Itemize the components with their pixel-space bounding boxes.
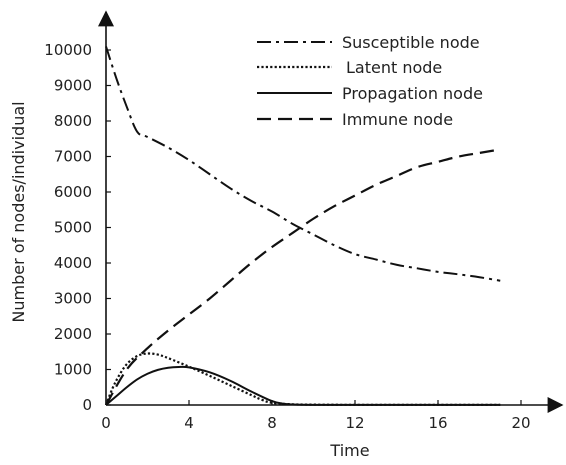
x-axis-label: Time [329,441,369,460]
legend-label-propagation-node: Propagation node [342,84,483,103]
legend-label-susceptible-node: Susceptible node [342,33,480,52]
y-tick-label: 0 [82,396,92,414]
x-tick-label: 8 [267,414,277,432]
y-tick-label: 7000 [54,148,92,166]
y-tick-label: 5000 [54,219,92,237]
y-tick-label: 10000 [44,41,92,59]
x-tick-label: 0 [101,414,111,432]
y-axis-label: Number of nodes/individual [9,101,28,322]
y-tick-label: 4000 [54,254,92,272]
y-tick-label: 8000 [54,112,92,130]
series-line-immune-node [105,148,501,406]
y-tick-label: 3000 [54,290,92,308]
x-tick-label: 4 [184,414,194,432]
y-tick-label: 2000 [54,325,92,343]
series-line-propagation-node [105,365,501,406]
legend-label-latent-node: Latent node [346,58,442,77]
x-tick-label: 16 [428,414,447,432]
legend-label-immune-node: Immune node [342,110,453,129]
y-tick-label: 1000 [54,361,92,379]
x-tick-label: 12 [345,414,364,432]
series-line-latent-node [104,352,501,406]
y-tick-label: 6000 [54,183,92,201]
series-line-susceptible-node [105,46,501,282]
x-tick-label: 20 [511,414,530,432]
y-tick-label: 9000 [54,77,92,95]
